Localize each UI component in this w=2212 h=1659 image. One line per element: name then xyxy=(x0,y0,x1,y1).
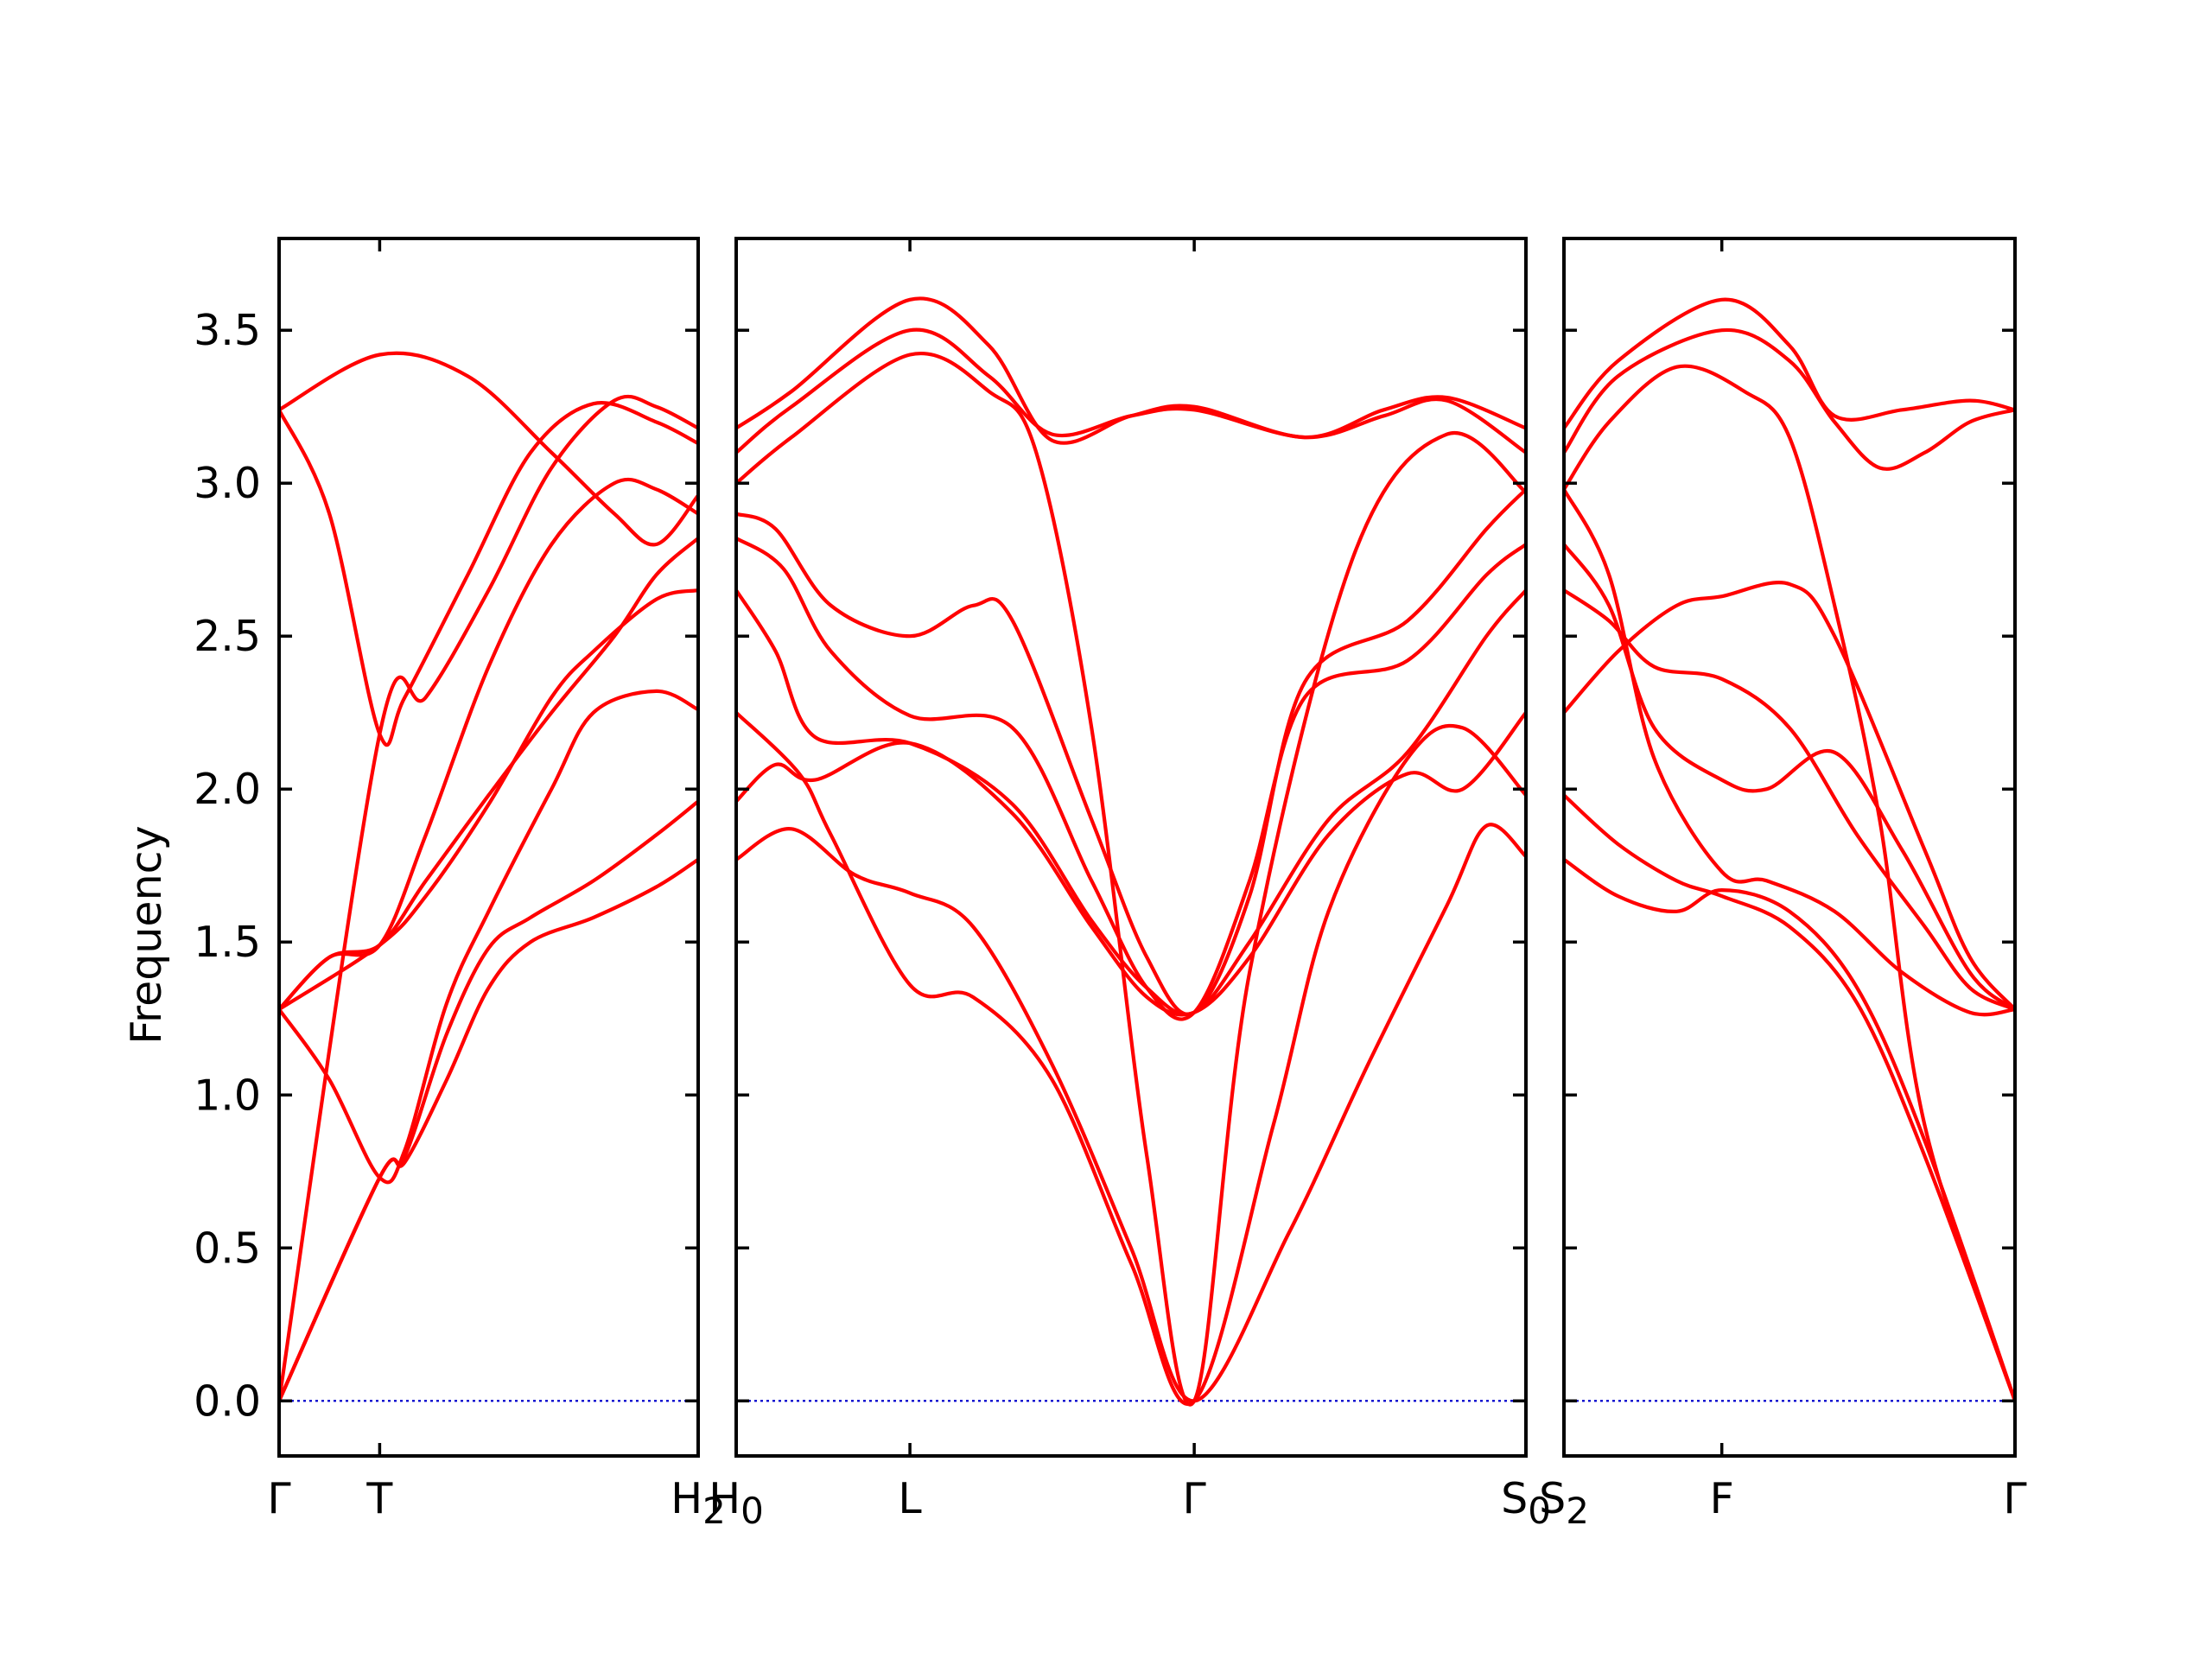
panel-2: H0 L Γ S0 xyxy=(709,237,1551,1532)
y-tick-label: 2.5 xyxy=(194,612,261,661)
x-tick-label: H0 xyxy=(709,1474,764,1532)
y-tick-label: 1.0 xyxy=(194,1071,261,1120)
y-tick-label: 3.5 xyxy=(194,306,261,355)
x-tick-label: L xyxy=(898,1474,922,1523)
band-9 xyxy=(1564,297,2015,430)
band-1 xyxy=(279,857,698,1403)
x-tick-label: Γ xyxy=(1182,1474,1206,1523)
panel-frame xyxy=(1562,237,2017,1458)
band-group xyxy=(279,351,698,1403)
band-9 xyxy=(736,296,1526,445)
y-tick-label: 2.0 xyxy=(194,765,261,814)
x-tick-label: S2 xyxy=(1539,1474,1589,1532)
x-tick-label: F xyxy=(1710,1474,1734,1523)
panel-1: Γ T H2 xyxy=(267,237,726,1532)
band-4 xyxy=(736,588,1526,1016)
band-9 xyxy=(279,536,698,1012)
x-tick-label: S0 xyxy=(1501,1474,1551,1532)
band-7 xyxy=(279,401,698,747)
band-2 xyxy=(1564,793,2015,1403)
band-2 xyxy=(736,710,1526,1406)
x-tick-label: Γ xyxy=(2003,1474,2027,1523)
band-4 xyxy=(1564,588,2015,1012)
panel-3: S2 F Γ xyxy=(1539,237,2027,1532)
x-tick-label: Γ xyxy=(267,1474,291,1523)
band-1 xyxy=(1564,857,2015,1403)
band-6 xyxy=(1564,487,2015,1017)
band-3 xyxy=(279,689,698,1185)
band-group xyxy=(736,296,1526,1407)
band-7 xyxy=(736,351,1526,1407)
y-axis-label: Frequency xyxy=(122,825,171,1044)
band-8 xyxy=(736,327,1526,454)
y-axis: 0.0 0.5 1.0 1.5 2.0 2.5 3.0 3.5 xyxy=(194,306,261,1426)
band-6 xyxy=(279,394,698,1403)
band-5 xyxy=(279,477,698,1012)
y-tick-label: 3.0 xyxy=(194,459,261,508)
band-3 xyxy=(736,710,1526,1017)
band-5 xyxy=(1564,542,2015,1012)
panel-frame xyxy=(277,237,700,1458)
y-tick-label: 0.5 xyxy=(194,1224,261,1273)
x-tick-label: T xyxy=(365,1474,393,1523)
band-2 xyxy=(279,799,698,1403)
x-tick-label: H2 xyxy=(671,1474,726,1532)
band-3 xyxy=(1564,581,2015,1012)
band-1 xyxy=(736,823,1526,1403)
band-8 xyxy=(279,351,698,547)
band-7 xyxy=(1564,364,2015,1403)
band-5 xyxy=(736,536,1526,1021)
band-group xyxy=(1564,297,2015,1403)
band-6 xyxy=(736,487,1526,1016)
y-tick-label: 1.5 xyxy=(194,918,261,967)
y-tick-label: 0.0 xyxy=(194,1376,261,1426)
panel-frame xyxy=(734,237,1528,1458)
